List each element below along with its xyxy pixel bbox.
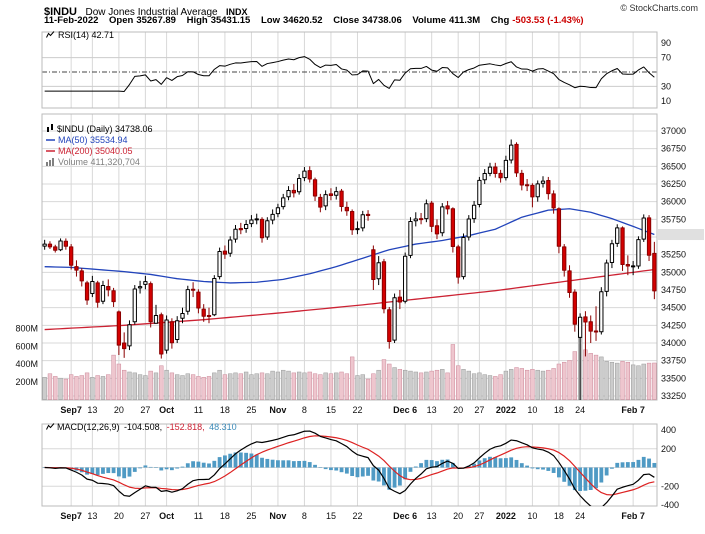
exchange-label: INDX xyxy=(226,7,248,17)
symbol-legend: $INDU (Daily) 34738.06 xyxy=(57,124,153,134)
macd-hist-value: 48.310 xyxy=(209,422,237,432)
low-label: Low xyxy=(260,15,280,26)
ma200-legend-row: MA(200) 35040.05 xyxy=(46,146,153,157)
macd-signal-value: -152.818, xyxy=(166,422,205,432)
rsi-legend: RSI(14) 42.71 xyxy=(46,30,114,41)
macd-icon xyxy=(46,423,55,433)
ma200-legend: MA(200) 35040.05 xyxy=(58,146,133,156)
volume-label: Volume xyxy=(412,15,446,26)
copyright: © StockCharts.com xyxy=(620,3,698,13)
ma50-legend-row: MA(50) 35534.94 xyxy=(46,135,153,146)
ma50-icon xyxy=(46,136,55,147)
high-value: 35431.15 xyxy=(210,15,251,26)
ma200-icon xyxy=(46,147,55,158)
symbol-legend-row: $INDU (Daily) 34738.06 xyxy=(46,124,153,135)
volume-legend: Volume 411,320,704 xyxy=(58,157,140,167)
quote-date: 11-Feb-2022 xyxy=(44,15,99,26)
low-value: 34620.52 xyxy=(282,15,323,26)
volume-value: 411.3M xyxy=(448,15,481,26)
macd-legend: MACD(12,26,9) -104.508, -152.818, 48.310 xyxy=(46,422,239,433)
macd-label: MACD(12,26,9) xyxy=(57,422,120,432)
chg-value: -503.53 (-1.43%) xyxy=(512,15,584,26)
close-value: 34738.06 xyxy=(362,15,402,26)
open-value: 35267.89 xyxy=(136,15,176,26)
chart-header: $INDU Dow Jones Industrial Average INDX xyxy=(44,2,248,20)
quote-summary: 11-Feb-2022 Open 35267.89 High 35431.15 Lo… xyxy=(44,15,584,26)
chg-label: Chg xyxy=(490,15,510,26)
symbol: $INDU xyxy=(44,6,78,18)
price-legend: $INDU (Daily) 34738.06 MA(50) 35534.94 M… xyxy=(46,124,153,168)
candlestick-icon xyxy=(46,124,54,136)
high-label: High xyxy=(186,15,208,26)
symbol-name: Dow Jones Industrial Average xyxy=(85,7,218,18)
rsi-label: RSI(14) 42.71 xyxy=(58,30,115,40)
ma50-legend: MA(50) 35534.94 xyxy=(58,135,128,145)
close-label: Close xyxy=(333,15,360,26)
rsi-icon xyxy=(46,31,55,41)
open-label: Open xyxy=(109,15,134,26)
macd-line-value: -104.508, xyxy=(124,422,163,432)
volume-bars-icon xyxy=(46,158,55,169)
volume-legend-row: Volume 411,320,704 xyxy=(46,157,153,168)
